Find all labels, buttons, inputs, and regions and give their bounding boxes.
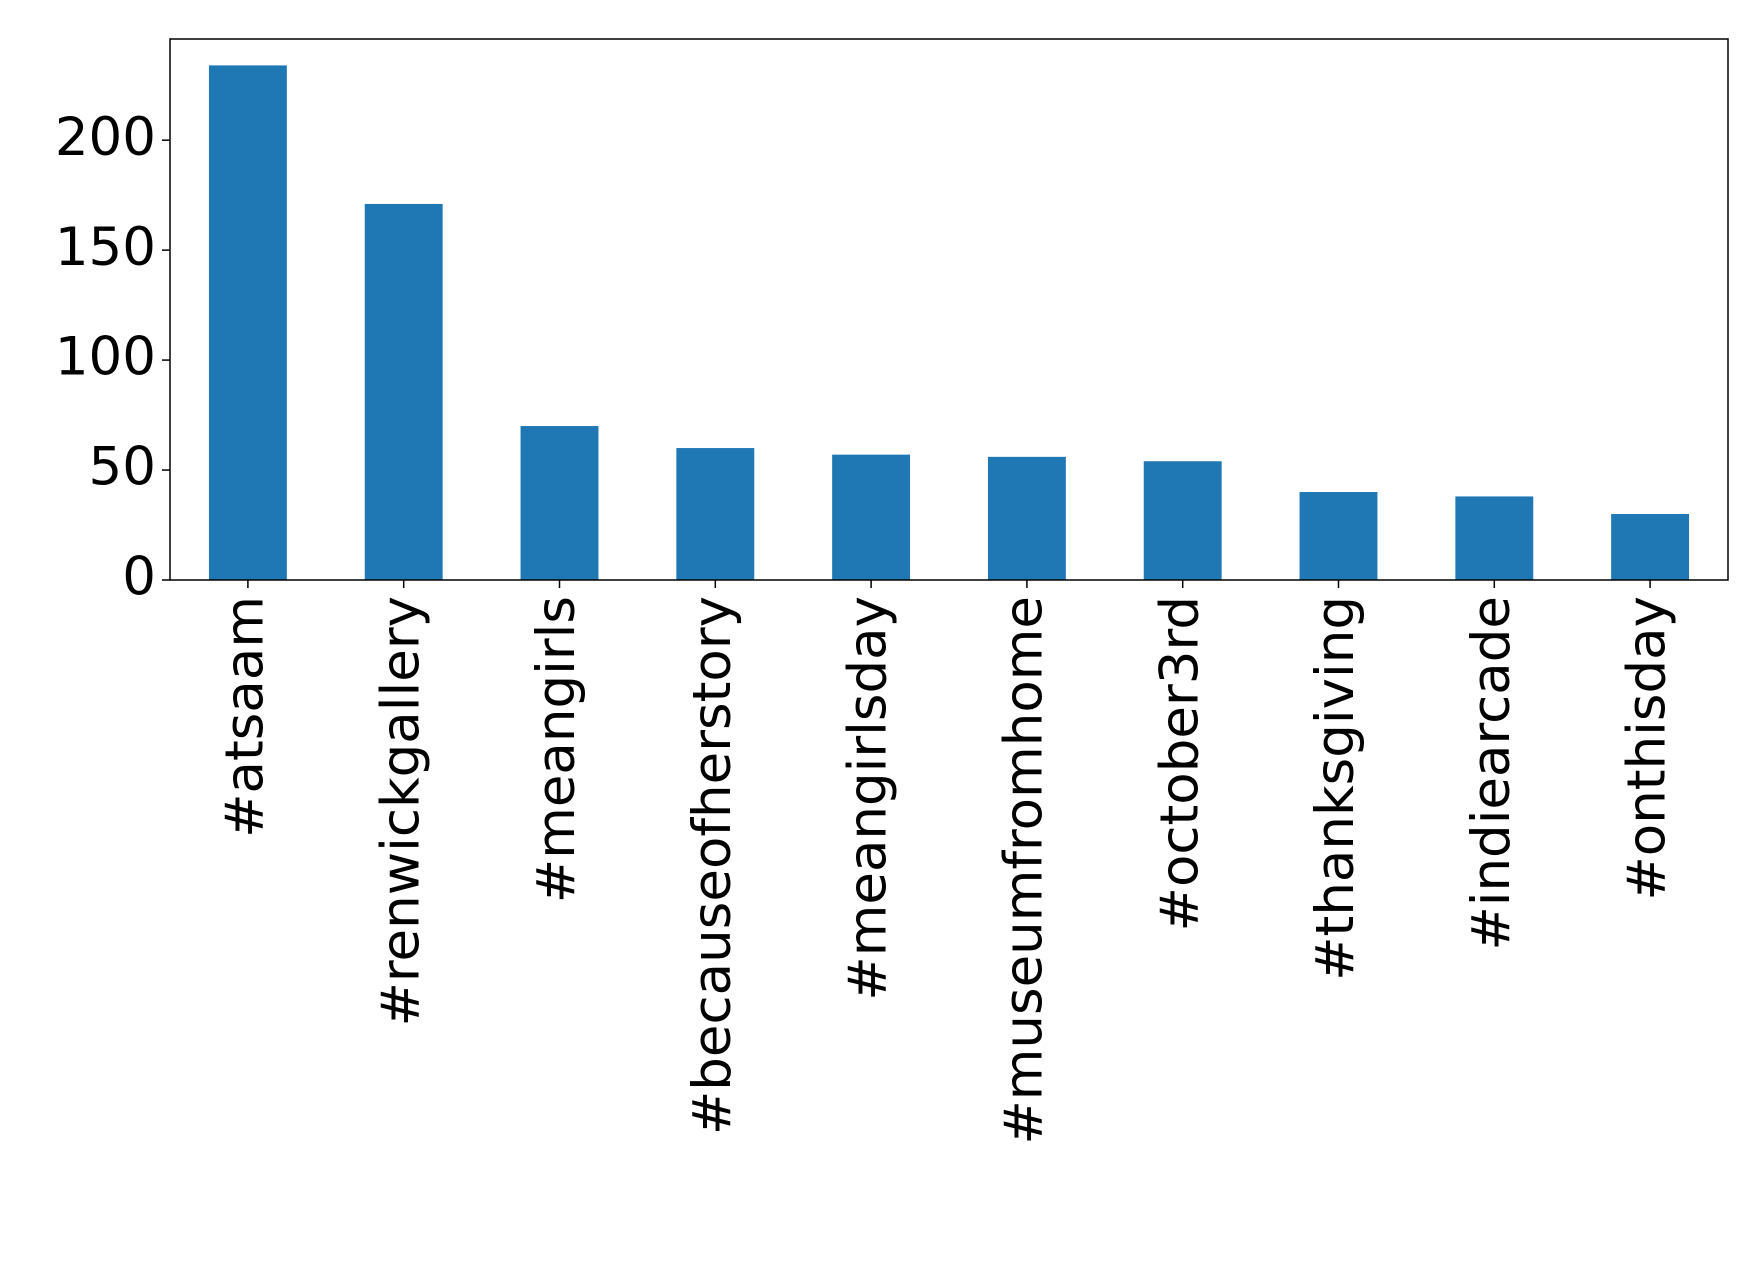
x-tick-label: #museumfromhome [994, 596, 1055, 1145]
bar [1299, 492, 1378, 580]
bar [208, 65, 287, 580]
y-tick-label: 150 [55, 217, 156, 278]
y-tick-label: 0 [122, 547, 156, 608]
bar [364, 203, 443, 580]
x-tick-label: #meangirlsday [838, 596, 899, 1001]
bar [520, 426, 599, 580]
bar [1455, 496, 1534, 580]
bar [1611, 514, 1690, 580]
x-tick-label: #onthisday [1617, 596, 1678, 901]
bar [987, 456, 1066, 580]
x-tick-label: #october3rd [1149, 596, 1210, 931]
y-tick-label: 100 [55, 327, 156, 388]
y-tick-label: 50 [89, 437, 156, 498]
x-tick-label: #becauseofherstory [682, 596, 743, 1135]
plot-frame [169, 38, 1729, 581]
bar [1143, 461, 1222, 580]
x-tick-label: #atsaam [215, 596, 276, 838]
x-tick-label: #indiearcade [1461, 596, 1522, 951]
bar [676, 448, 755, 580]
bar [832, 454, 911, 580]
x-tick-label: #renwickgallery [370, 596, 431, 1026]
y-tick-label: 200 [55, 107, 156, 168]
x-tick-label: #meangirls [526, 596, 587, 903]
x-tick-label: #thanksgiving [1305, 596, 1366, 981]
